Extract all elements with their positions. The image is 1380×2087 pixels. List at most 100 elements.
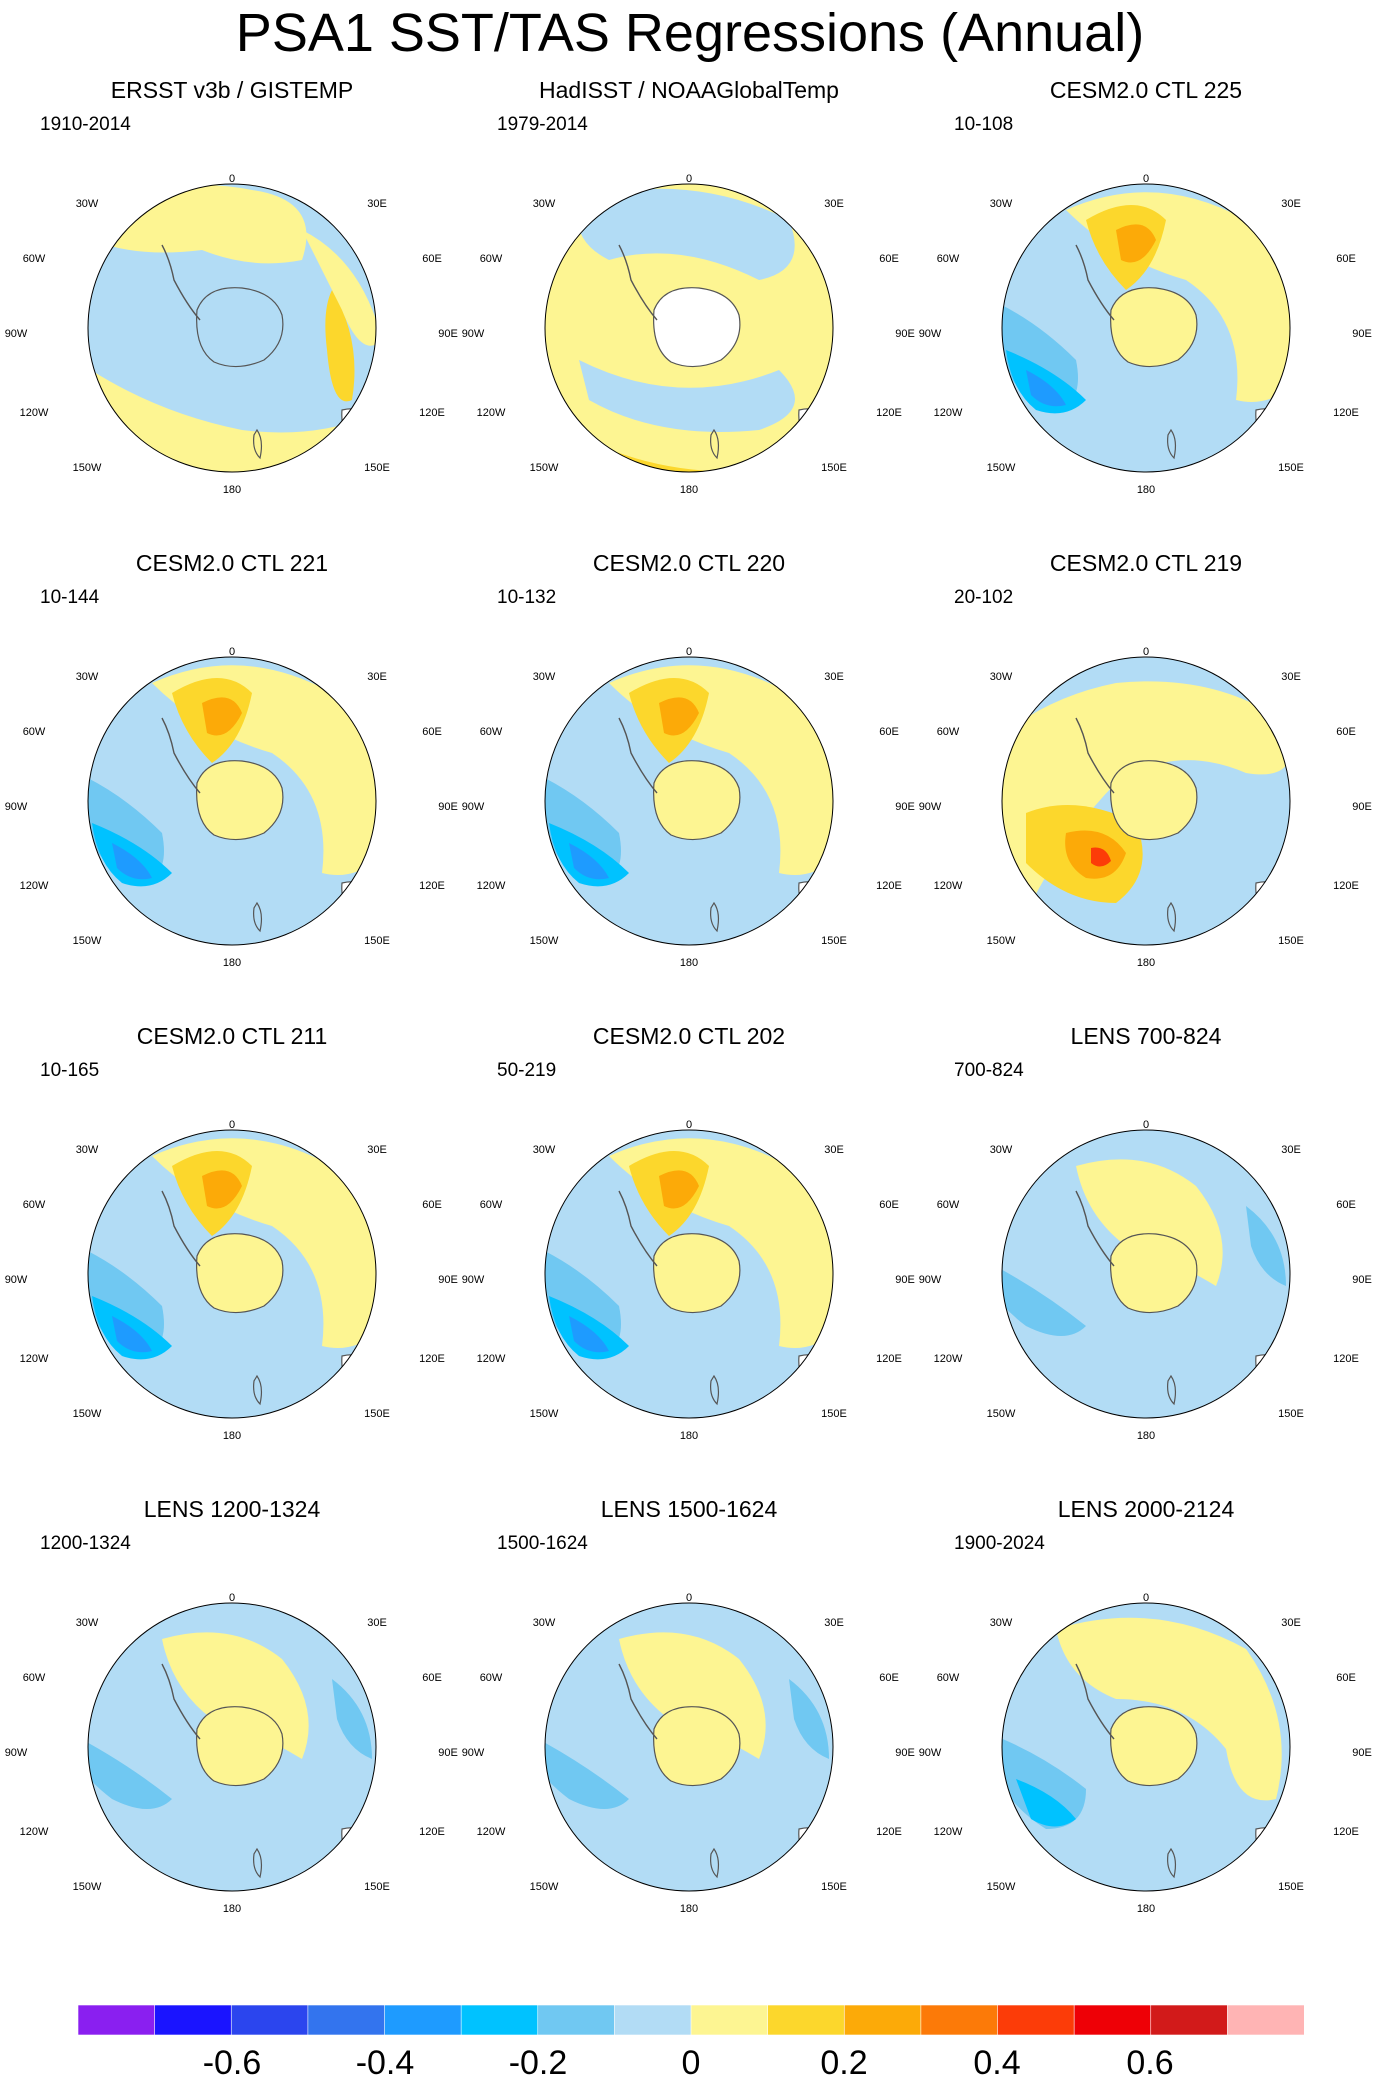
contour-region xyxy=(579,360,795,432)
longitude-label: 150E xyxy=(364,1408,390,1420)
longitude-label: 30W xyxy=(533,1617,556,1629)
longitude-label: 120E xyxy=(419,880,445,892)
longitude-label: 30W xyxy=(76,198,99,210)
polar-map: 0 30W 30E 60W 60E 90W 90E 120W 120E 150W 150E 180 xyxy=(919,173,1372,496)
colorbar-tick-label: -0.6 xyxy=(202,2044,262,2082)
longitude-label: 120E xyxy=(1333,407,1359,419)
longitude-label: 150W xyxy=(530,1881,559,1893)
panel-period: 1500-1624 xyxy=(497,1533,588,1554)
longitude-label: 90W xyxy=(462,801,485,813)
panel-period: 1979-2014 xyxy=(497,114,588,135)
contour-region xyxy=(1291,763,1312,853)
longitude-label: 0 xyxy=(1143,646,1149,658)
antarctica-coastline xyxy=(653,287,741,368)
australia-coastline xyxy=(798,408,833,451)
map-panel: CESM2.0 CTL 211 10-165 0 30W 30E 60W 60E 90W 9… xyxy=(2,1022,462,1492)
antarctica-coastline xyxy=(196,287,284,368)
longitude-label: 120E xyxy=(876,880,902,892)
longitude-label: 150W xyxy=(530,935,559,947)
panel-title: CESM2.0 CTL 225 xyxy=(1049,77,1243,103)
longitude-label: 0 xyxy=(686,646,692,658)
panel-period: 10-165 xyxy=(40,1060,100,1081)
contour-region xyxy=(659,697,699,736)
colorbar-swatch xyxy=(767,2005,846,2035)
antarctica-coastline xyxy=(196,1233,284,1314)
contour-region xyxy=(569,843,609,880)
longitude-label: 120E xyxy=(1333,1353,1359,1365)
panel-period: 1200-1324 xyxy=(40,1533,131,1554)
contour-region xyxy=(1036,943,1225,945)
longitude-label: 60W xyxy=(937,253,960,265)
longitude-label: 30E xyxy=(367,1617,387,1629)
map-border xyxy=(544,1602,834,1892)
longitude-label: 60E xyxy=(879,1672,899,1684)
contour-region xyxy=(499,340,539,398)
longitude-label: 150E xyxy=(821,1408,847,1420)
peninsula-coastline xyxy=(618,244,658,321)
new-zealand-coastline xyxy=(710,901,720,933)
peninsula-coastline xyxy=(161,1663,201,1740)
longitude-label: 90W xyxy=(5,1274,28,1286)
map-panel: CESM2.0 CTL 225 10-108 0 30W 30E 60W 60E 90W 9… xyxy=(916,76,1376,546)
panel-title: LENS 1200-1324 xyxy=(143,1496,321,1522)
longitude-label: 30E xyxy=(824,1617,844,1629)
new-zealand-coastline xyxy=(253,1847,263,1879)
map-border xyxy=(1001,183,1291,473)
longitude-label: 30E xyxy=(824,198,844,210)
panel-period: 10-144 xyxy=(40,587,100,608)
longitude-label: 180 xyxy=(680,957,698,969)
longitude-label: 90E xyxy=(1352,328,1372,340)
longitude-label: 180 xyxy=(223,1430,241,1442)
map-border xyxy=(1001,1129,1291,1419)
longitude-label: 0 xyxy=(686,1592,692,1604)
longitude-label: 90W xyxy=(462,1747,485,1759)
longitude-label: 30E xyxy=(824,1144,844,1156)
longitude-label: 0 xyxy=(1143,1592,1149,1604)
longitude-label: 30W xyxy=(533,1144,556,1156)
longitude-label: 120W xyxy=(477,407,506,419)
contour-region xyxy=(325,290,355,402)
longitude-label: 90W xyxy=(5,1747,28,1759)
colorbar-swatch xyxy=(690,2005,769,2035)
longitude-label: 90E xyxy=(438,801,458,813)
map-border xyxy=(87,1129,377,1419)
longitude-label: 120E xyxy=(876,1826,902,1838)
antarctica-coastline xyxy=(196,760,284,841)
colorbar-tick-label: 0.4 xyxy=(973,2044,1021,2082)
peninsula-coastline xyxy=(618,1190,658,1267)
peninsula-coastline xyxy=(161,244,201,321)
longitude-label: 150E xyxy=(1278,1408,1304,1420)
longitude-label: 150E xyxy=(821,1881,847,1893)
longitude-label: 180 xyxy=(1137,1430,1155,1442)
map-panel: CESM2.0 CTL 220 10-132 0 30W 30E 60W 60E 90W 9… xyxy=(459,549,919,1019)
antarctica-coastline xyxy=(1110,1706,1198,1787)
australia-coastline xyxy=(341,881,376,924)
longitude-label: 90E xyxy=(438,1274,458,1286)
longitude-label: 60E xyxy=(1336,1199,1356,1211)
new-zealand-coastline xyxy=(1167,428,1177,460)
contour-region xyxy=(545,1729,629,1809)
longitude-label: 150W xyxy=(73,1881,102,1893)
longitude-label: 150W xyxy=(530,1408,559,1420)
longitude-label: 180 xyxy=(223,484,241,496)
longitude-label: 90E xyxy=(1352,801,1372,813)
panel-period: 700-824 xyxy=(954,1060,1024,1081)
longitude-label: 120W xyxy=(934,1826,963,1838)
contour-region xyxy=(1116,224,1156,263)
longitude-label: 120W xyxy=(20,1826,49,1838)
contour-region xyxy=(549,1296,629,1360)
map-border xyxy=(1001,1602,1291,1892)
contour-region xyxy=(202,697,242,736)
longitude-label: 180 xyxy=(1137,484,1155,496)
australia-coastline xyxy=(1255,408,1290,451)
australia-coastline xyxy=(1255,1827,1290,1870)
figure-title: PSA1 SST/TAS Regressions (Annual) xyxy=(235,3,1145,63)
australia-coastline xyxy=(798,881,833,924)
colorbar-swatch xyxy=(154,2005,233,2035)
new-zealand-coastline xyxy=(710,1374,720,1406)
panel-title: CESM2.0 CTL 219 xyxy=(1049,550,1243,576)
contour-region xyxy=(1006,350,1086,414)
contour-region xyxy=(1026,370,1066,407)
polar-map: 0 30W 30E 60W 60E 90W 90E 120W 120E 150W 150E 180 xyxy=(919,1119,1372,1442)
contour-region xyxy=(549,823,629,887)
